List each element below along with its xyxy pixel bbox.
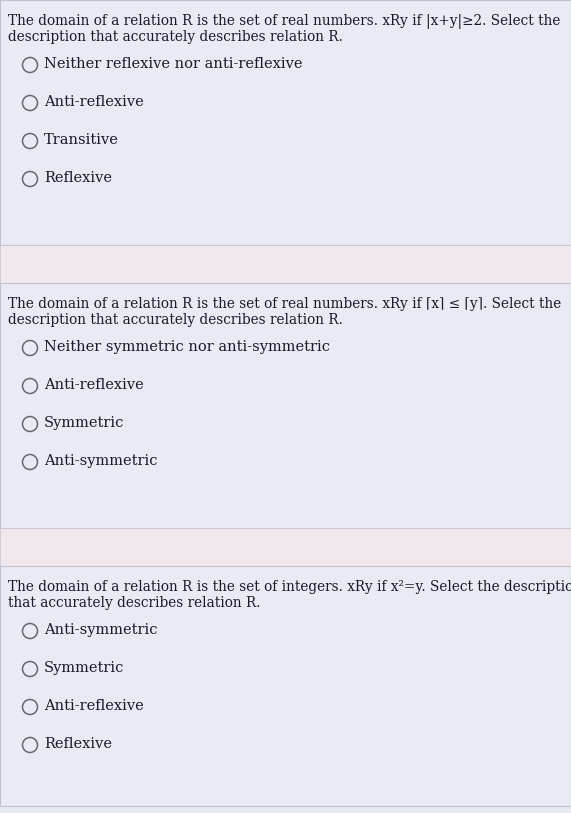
Text: Anti-symmetric: Anti-symmetric [44,623,158,637]
Text: that accurately describes relation R.: that accurately describes relation R. [8,596,260,610]
Text: Anti-symmetric: Anti-symmetric [44,454,158,468]
Text: description that accurately describes relation R.: description that accurately describes re… [8,313,343,327]
Text: The domain of a relation R is the set of integers. xRy if x²=y. Select the descr: The domain of a relation R is the set of… [8,580,571,594]
Text: Reflexive: Reflexive [44,171,112,185]
Bar [0,283,571,528]
Text: Neither symmetric nor anti-symmetric: Neither symmetric nor anti-symmetric [44,340,330,354]
Text: Anti-reflexive: Anti-reflexive [44,699,144,713]
Text: Anti-reflexive: Anti-reflexive [44,95,144,109]
Bar [0,528,571,566]
Text: description that accurately describes relation R.: description that accurately describes re… [8,30,343,44]
Text: Symmetric: Symmetric [44,416,124,430]
Text: The domain of a relation R is the set of real numbers. xRy if ⌈x⌉ ≤ ⌈y⌉. Select : The domain of a relation R is the set of… [8,297,561,311]
Bar [0,566,571,806]
Text: Transitive: Transitive [44,133,119,147]
Text: Reflexive: Reflexive [44,737,112,751]
Text: Anti-reflexive: Anti-reflexive [44,378,144,392]
Bar [0,245,571,283]
Bar [0,0,571,245]
Text: Neither reflexive nor anti-reflexive: Neither reflexive nor anti-reflexive [44,57,303,71]
Text: The domain of a relation R is the set of real numbers. xRy if |x+y|≥2. Select th: The domain of a relation R is the set of… [8,14,560,29]
Text: Symmetric: Symmetric [44,661,124,675]
